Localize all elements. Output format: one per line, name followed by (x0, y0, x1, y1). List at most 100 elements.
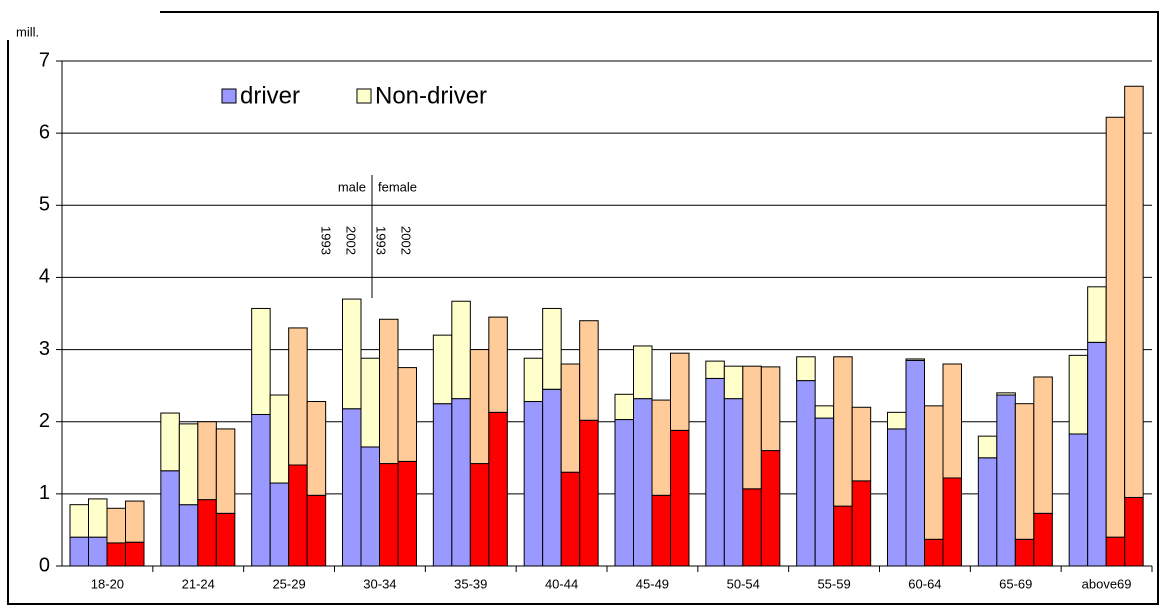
legend-swatch (221, 88, 237, 104)
bar-segment (251, 307, 271, 416)
bar-segment (560, 471, 581, 567)
bar-segment (432, 334, 453, 405)
bar-segment (379, 318, 399, 465)
bar-segment (1014, 403, 1035, 540)
bar-segment (1087, 286, 1107, 343)
bar-segment (614, 419, 634, 567)
bar-segment (197, 421, 217, 501)
bar-segment (523, 401, 544, 567)
bar-segment (542, 307, 562, 390)
bar-segment (1124, 85, 1144, 498)
bar-segment (560, 363, 581, 473)
bar-segment (178, 423, 199, 506)
bar-segment (924, 405, 944, 540)
bar-segment (542, 388, 562, 567)
x-tick-label: 45-49 (636, 576, 669, 591)
bar-segment (760, 366, 781, 452)
x-tick-label: 21-24 (182, 576, 215, 591)
bar-segment (88, 498, 108, 538)
bar-segment (723, 398, 744, 567)
annotation-year: 2002 (399, 226, 414, 255)
x-tick-label: 30-34 (363, 576, 396, 591)
bar-segment (723, 365, 744, 400)
legend-swatch (356, 88, 372, 104)
bar-segment (579, 419, 599, 567)
bar-segment (942, 363, 962, 479)
y-tick-label: 5 (39, 194, 50, 216)
y-tick-label: 4 (39, 266, 50, 288)
bar-segment (942, 477, 962, 567)
bar-segment (833, 356, 853, 507)
y-tick-label: 0 (39, 554, 50, 576)
bar-segment (342, 298, 362, 410)
bar-segment (1014, 538, 1035, 567)
legend-label: Non-driver (375, 82, 487, 109)
frame (7, 11, 1159, 605)
annotation-sex: female (378, 179, 417, 194)
y-tick-label: 6 (39, 121, 50, 143)
bar-segment (651, 494, 671, 567)
annotation-year: 1993 (374, 226, 389, 255)
bar-segment (977, 457, 998, 567)
y-tick-label: 7 (39, 49, 50, 71)
bar-segment (887, 411, 907, 430)
bar-segment (160, 470, 180, 567)
x-tick-label: 25-29 (272, 576, 305, 591)
x-tick-label: 35-39 (454, 576, 487, 591)
annotation-year: 1993 (319, 226, 334, 255)
bar-segment (197, 499, 217, 567)
bar-segment (251, 414, 271, 567)
bar-segment (614, 393, 634, 421)
bar-segment (633, 345, 653, 400)
bar-segment (106, 542, 126, 567)
bar-segment (288, 327, 308, 466)
bar-segment (996, 392, 1016, 396)
bar-segment (360, 357, 380, 448)
bar-segment (269, 394, 290, 484)
bar-segment (996, 394, 1016, 567)
bar-segment (851, 406, 872, 482)
bar-segment (1033, 512, 1053, 567)
bar-segment (523, 357, 544, 403)
bar-segment (432, 403, 453, 567)
bar-segment (814, 405, 835, 419)
bar-segment (397, 460, 417, 567)
bar-segment (814, 417, 835, 567)
annotation-year: 2002 (344, 226, 359, 255)
bar-segment (796, 356, 816, 382)
bar-segment (288, 464, 308, 567)
x-tick-label: 18-20 (91, 576, 124, 591)
annotation-sex: male (338, 179, 366, 194)
legend-label: driver (240, 82, 300, 109)
bar-segment (742, 365, 762, 490)
bar-segment (451, 398, 471, 567)
bar-segment (178, 504, 199, 567)
bar-segment (851, 480, 872, 567)
bar-segment (905, 359, 925, 567)
bar-segment (306, 494, 327, 567)
x-tick-label: 50-54 (727, 576, 760, 591)
bar-segment (742, 488, 762, 567)
bar-segment (69, 504, 89, 538)
bar-segment (924, 538, 944, 567)
y-axis-label: mill. (16, 24, 39, 39)
bar-segment (1105, 116, 1126, 538)
bar-segment (705, 377, 725, 567)
bar-segment (1033, 376, 1053, 514)
bar-segment (670, 429, 690, 567)
bar-segment (887, 428, 907, 567)
bar-segment (160, 412, 180, 472)
bar-segment (633, 398, 653, 567)
y-tick-label: 2 (39, 410, 50, 432)
bar-segment (451, 300, 471, 400)
bar-segment (488, 316, 508, 413)
bar-segment (579, 320, 599, 421)
bar-segment (306, 401, 327, 496)
bar-segment (670, 352, 690, 431)
bar-segment (88, 536, 108, 567)
x-tick-label: 55-59 (817, 576, 850, 591)
bar-segment (488, 411, 508, 567)
bar-segment (379, 463, 399, 567)
x-tick-label: 60-64 (908, 576, 941, 591)
